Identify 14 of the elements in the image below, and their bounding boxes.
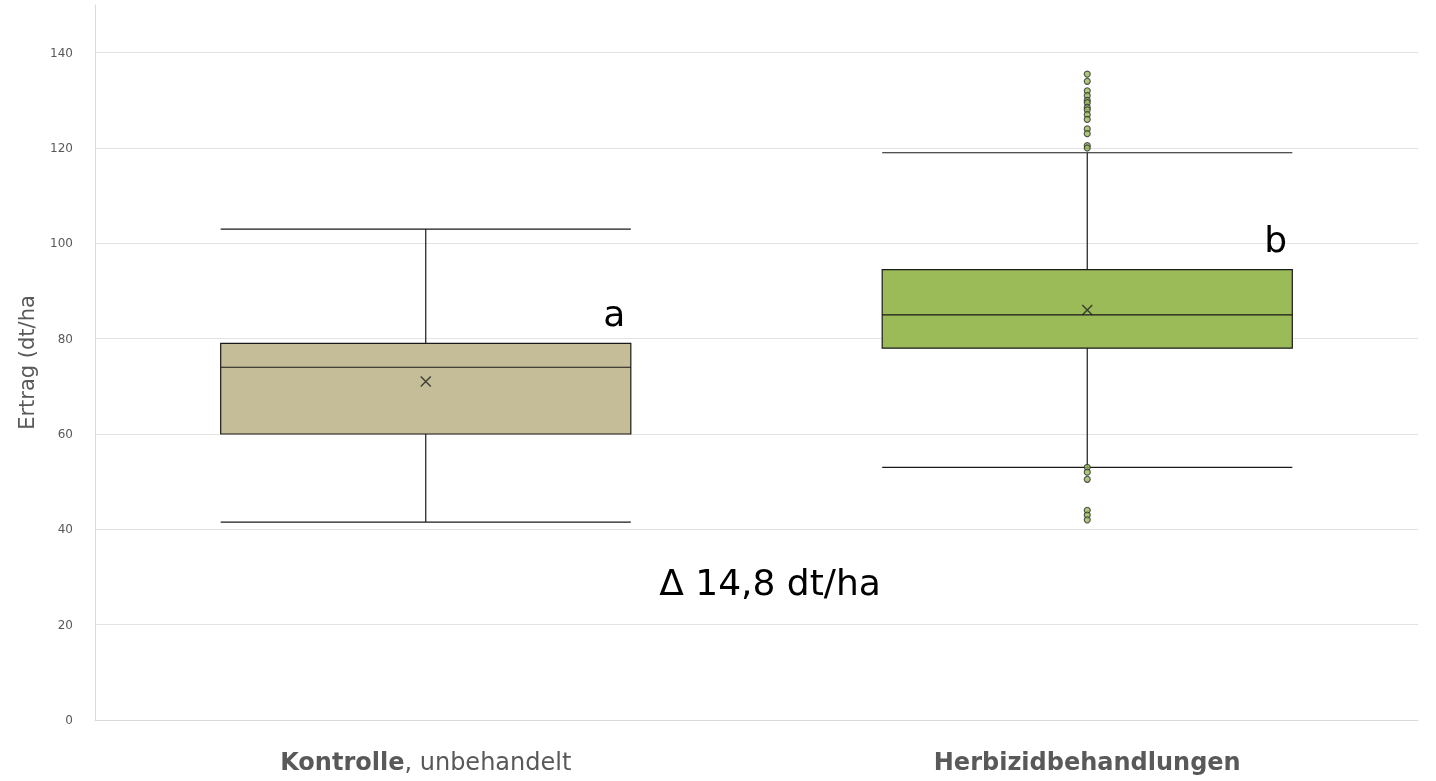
y-tick-label: 60 <box>57 427 73 441</box>
annotation: a <box>603 292 626 334</box>
annotation: Δ 14,8 dt/ha <box>659 561 881 603</box>
x-tick-label: Herbizidbehandlungen <box>933 748 1241 776</box>
y-tick-label: 40 <box>57 522 73 537</box>
y-tick-label: 120 <box>50 141 73 155</box>
y-tick-label: 0 <box>65 713 73 727</box>
y-tick-label: 140 <box>50 45 73 60</box>
x-tick-label: Kontrolle, unbehandelt <box>280 748 572 776</box>
y-tick-label: 80 <box>57 331 73 346</box>
y-tick-label: 100 <box>50 236 73 251</box>
annotation: b <box>1264 219 1288 261</box>
y-tick-label: 20 <box>57 617 73 632</box>
y-axis-title: Ertrag (dt/ha <box>14 295 39 430</box>
